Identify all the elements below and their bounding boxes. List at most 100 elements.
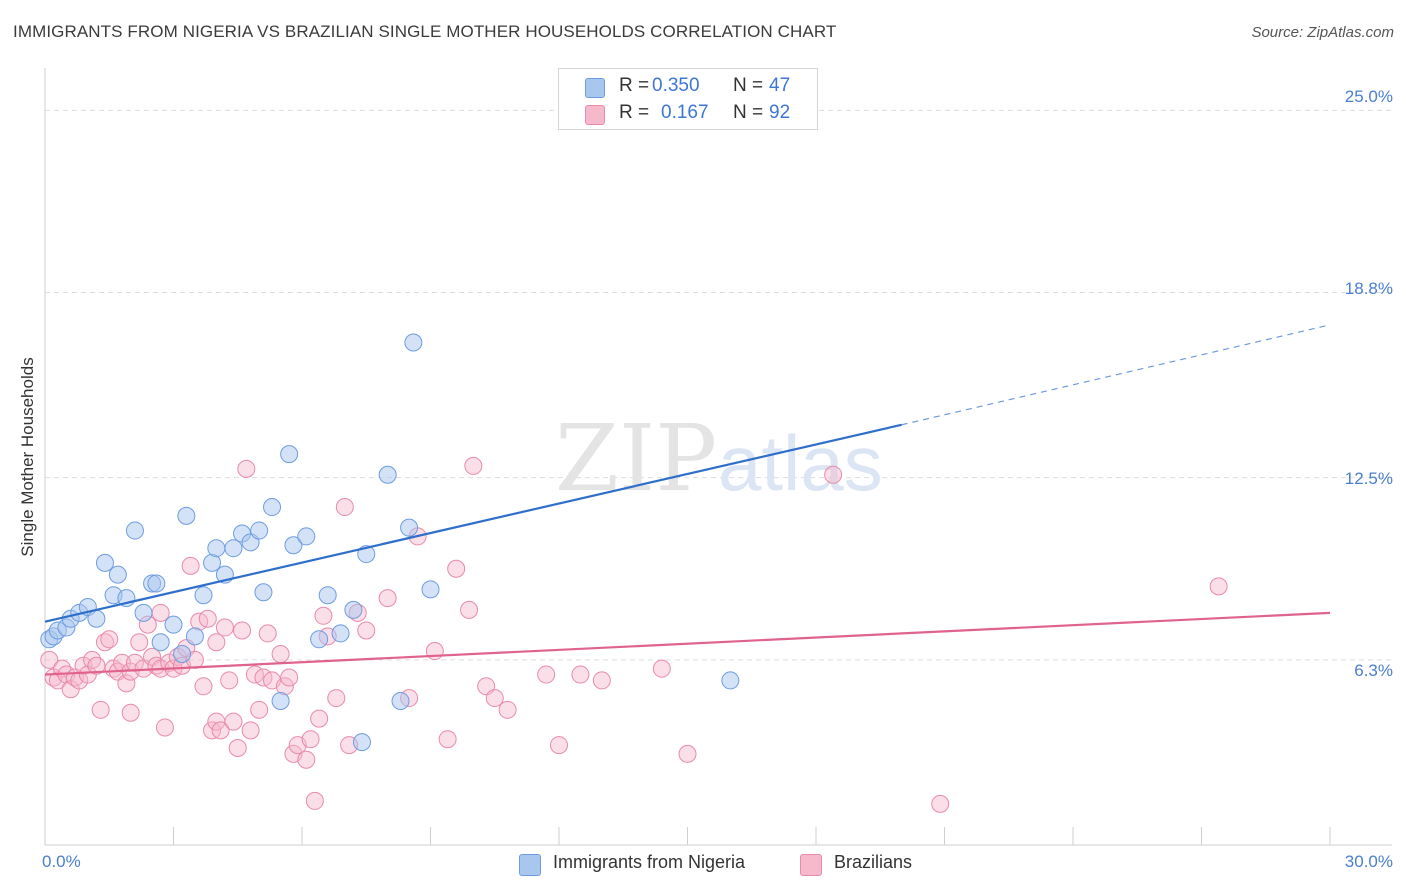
brazilians-point	[40, 650, 59, 669]
brazilians-point	[224, 712, 243, 731]
brazilians-point	[211, 721, 230, 740]
brazilians-point	[220, 671, 239, 690]
nigeria-point	[134, 603, 153, 622]
brazilians-point	[155, 718, 174, 737]
nigeria-trendline-extension	[901, 324, 1331, 426]
nigeria-point	[108, 565, 127, 584]
nigeria-point	[87, 609, 106, 628]
watermark-atlas: atlas	[718, 419, 883, 507]
brazilians-point	[592, 671, 611, 690]
correlation-legend: R = 0.350 N = 47 R = 0.167 N = 92	[558, 68, 818, 130]
brazilians-point	[464, 456, 483, 475]
nigeria-point	[318, 586, 337, 605]
brazilians-point	[335, 498, 354, 517]
brazilians-point	[931, 794, 950, 813]
trendlines	[44, 324, 1331, 676]
chart-title: IMMIGRANTS FROM NIGERIA VS BRAZILIAN SIN…	[13, 22, 837, 41]
nigeria-point	[194, 586, 213, 605]
brazilians-point	[91, 700, 110, 719]
nigeria-point	[400, 518, 419, 537]
brazilians-point	[327, 689, 346, 708]
nigeria-swatch	[585, 78, 605, 98]
r-label: R =	[619, 75, 650, 96]
r-value: 0.350	[652, 75, 700, 96]
nigeria-point	[297, 527, 316, 546]
brazilians-point	[280, 668, 299, 687]
brazilians-point	[305, 791, 324, 810]
nigeria-point	[177, 506, 196, 525]
nigeria-point	[280, 445, 299, 464]
nigeria-point	[310, 630, 329, 649]
nigeria-point	[271, 692, 290, 711]
nigeria-point	[173, 644, 192, 663]
brazilians-point	[571, 665, 590, 684]
nigeria-point	[95, 553, 114, 572]
y-tick-label-25: 25.0%	[1344, 87, 1393, 106]
nigeria-points	[40, 333, 740, 752]
brazilians-point	[460, 600, 479, 619]
nigeria-point	[344, 600, 363, 619]
brazilians-point	[678, 744, 697, 763]
brazilians-point	[1209, 577, 1228, 596]
x-tick-label-0: 0.0%	[42, 852, 81, 871]
brazilians-point	[87, 656, 106, 675]
brazilians-point	[652, 659, 671, 678]
nigeria-point	[404, 333, 423, 352]
axes	[44, 68, 1392, 846]
brazilians-point	[121, 703, 140, 722]
brazilians-point	[310, 709, 329, 728]
brazilians-point	[357, 621, 376, 640]
nigeria-point	[254, 583, 273, 602]
brazilians-point	[207, 633, 226, 652]
nigeria-point	[421, 580, 440, 599]
nigeria-point	[125, 521, 144, 540]
brazilians-point	[824, 465, 843, 484]
nigeria-legend-label: Immigrants from Nigeria	[553, 852, 746, 872]
brazilians-point	[271, 644, 290, 663]
y-tick-label-18-8: 18.8%	[1344, 279, 1393, 298]
nigeria-point	[151, 633, 170, 652]
y-tick-label-12-5: 12.5%	[1344, 469, 1393, 488]
brazilians-point	[250, 700, 269, 719]
r-label: R =	[619, 102, 650, 123]
brazilians-point	[438, 730, 457, 749]
brazilians-point	[130, 633, 149, 652]
brazilians-point	[447, 559, 466, 578]
n-value: 47	[769, 75, 791, 96]
brazilians-point	[485, 689, 504, 708]
nigeria-point	[185, 627, 204, 646]
nigeria-trendline	[44, 423, 902, 623]
brazilians-point	[100, 630, 119, 649]
brazilians-point	[314, 606, 333, 625]
brazilians-trendline	[44, 611, 1331, 676]
source-label: Source: ZipAtlas.com	[1251, 24, 1394, 41]
nigeria-point	[224, 539, 243, 558]
watermark-zip: ZIP	[555, 405, 717, 512]
nigeria-legend-swatch	[519, 854, 541, 876]
r-value: 0.167	[661, 102, 709, 123]
nigeria-point	[391, 692, 410, 711]
nigeria-point	[147, 574, 166, 593]
n-label: N =	[733, 75, 764, 96]
nigeria-point	[284, 536, 303, 555]
brazilians-point	[258, 624, 277, 643]
brazilians-point	[194, 677, 213, 696]
brazilians-point	[151, 603, 170, 622]
watermark: ZIP atlas	[555, 405, 883, 512]
brazilians-point	[498, 700, 517, 719]
y-tick-label-6-3: 6.3%	[1354, 661, 1393, 680]
brazilians-legend-label: Brazilians	[834, 852, 913, 872]
nigeria-point	[378, 465, 397, 484]
brazilians-point	[181, 556, 200, 575]
n-label: N =	[733, 102, 764, 123]
brazilians-point	[215, 618, 234, 637]
brazilians-point	[550, 736, 568, 755]
brazilians-point	[228, 739, 247, 758]
x-tick-label-30: 30.0%	[1344, 852, 1393, 871]
n-value: 92	[769, 102, 791, 123]
brazilians-point	[301, 730, 320, 749]
nigeria-point	[263, 498, 282, 517]
brazilians-point	[233, 621, 252, 640]
brazilians-point	[117, 674, 136, 693]
